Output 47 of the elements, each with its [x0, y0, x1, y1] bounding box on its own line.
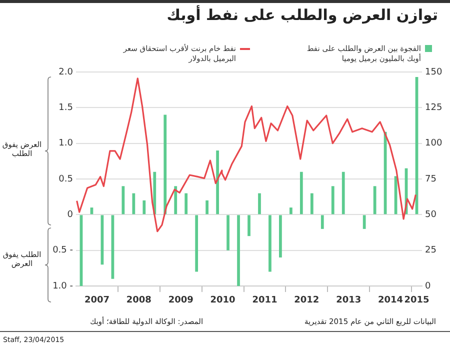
- x-tick-label: 2009: [168, 296, 194, 306]
- bar: [290, 208, 292, 214]
- y-tick-label: 0.5: [58, 174, 73, 184]
- x-tick-label: 2010: [210, 296, 236, 306]
- bar: [342, 172, 345, 214]
- x-tick-label: 2008: [126, 296, 152, 306]
- x-tick-label: 2011: [252, 296, 278, 306]
- x-tick-label: 2015: [404, 296, 430, 306]
- bar: [226, 215, 230, 250]
- x-tick-label: 2013: [336, 296, 362, 306]
- bar: [279, 215, 282, 258]
- y2-tick-label: 125: [425, 103, 442, 114]
- bar: [258, 193, 261, 214]
- y-tick-label: 0.5 -: [52, 246, 73, 256]
- bar: [331, 186, 334, 214]
- y2-tick-label: 0: [425, 281, 431, 292]
- bar: [320, 215, 324, 229]
- x-tick-label: 2012: [294, 296, 320, 306]
- x-tick-label: 2014: [378, 296, 404, 306]
- bar: [132, 193, 136, 214]
- y2-tick-label: 100: [425, 138, 442, 149]
- y-tick-label: 1.0 -: [52, 281, 73, 292]
- x-tick-label: 2007: [84, 296, 110, 306]
- y-tick-label: 0: [67, 210, 74, 220]
- y2-tick-label: 50: [425, 210, 437, 220]
- y-tick-label: 1.5: [58, 103, 73, 114]
- bar: [310, 193, 314, 214]
- chart-title: توازن العرض والطلب على نفط أوبك: [166, 6, 438, 24]
- bar: [122, 186, 125, 214]
- bar: [174, 186, 178, 214]
- y2-tick-label: 25: [425, 246, 436, 256]
- y-tick-label: 2.0: [58, 67, 74, 78]
- bar: [184, 193, 188, 214]
- bar: [142, 200, 146, 214]
- y-tick-label: 1.0: [58, 138, 74, 149]
- bar: [164, 114, 167, 214]
- y2-tick-label: 75: [425, 174, 436, 184]
- bar: [300, 172, 303, 214]
- bar: [248, 215, 250, 236]
- bar: [362, 215, 366, 229]
- bar: [216, 150, 219, 214]
- y2-tick-label: 150: [425, 67, 442, 78]
- bar: [195, 215, 198, 272]
- bar: [373, 186, 376, 214]
- bar: [268, 215, 272, 272]
- bar: [237, 215, 240, 286]
- bar: [206, 200, 209, 214]
